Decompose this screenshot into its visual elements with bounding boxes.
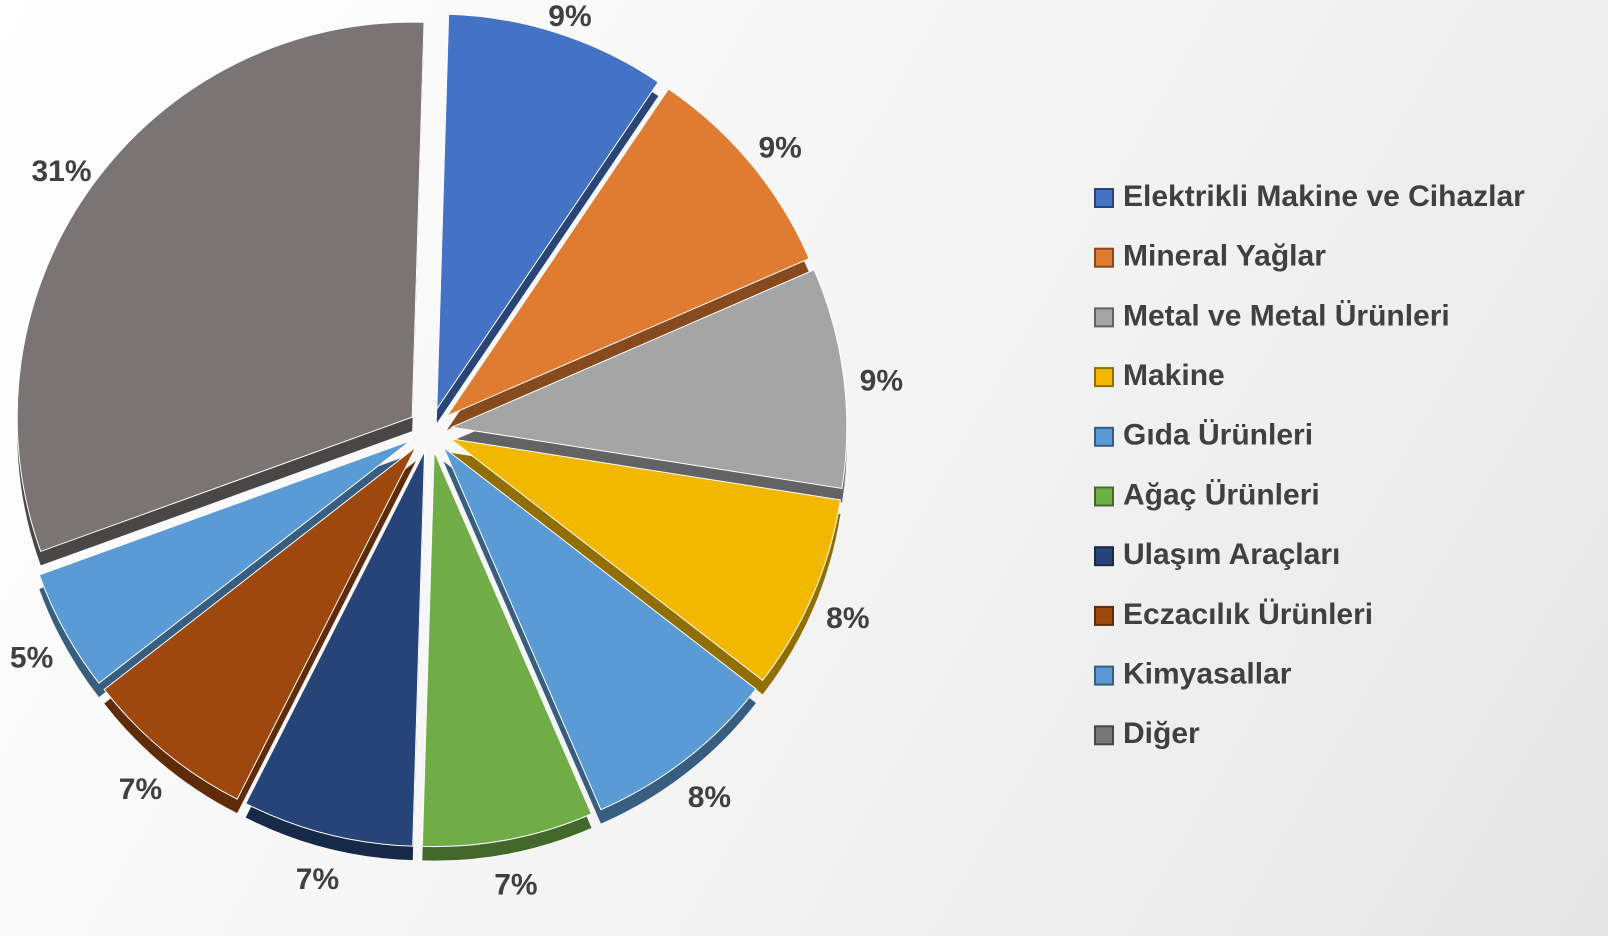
slice: [245, 451, 426, 847]
legend-label: Makine: [1123, 359, 1225, 392]
legend-label: Kimyasallar: [1123, 658, 1292, 691]
legend-swatch: [1094, 367, 1114, 388]
legend-label: Eczacılık Ürünleri: [1123, 598, 1373, 631]
legend-label: Elektrikli Makine ve Cihazlar: [1123, 180, 1525, 213]
slice: [38, 440, 412, 684]
slice: [421, 451, 593, 848]
data-label: 9%: [758, 131, 801, 164]
legend-label: Diğer: [1123, 717, 1200, 750]
legend-swatch: [1094, 247, 1114, 268]
legend-label: Ulaşım Araçları: [1123, 538, 1340, 571]
legend-label: Metal ve Metal Ürünleri: [1123, 299, 1450, 332]
data-label: 7%: [494, 869, 537, 902]
slice: [103, 446, 417, 800]
legend-swatch: [1094, 188, 1114, 208]
data-label: 7%: [119, 773, 162, 806]
slice: [16, 21, 425, 553]
data-label: 9%: [860, 364, 903, 397]
data-label: 31%: [31, 155, 91, 188]
legend-swatch: [1094, 307, 1114, 328]
slice: [449, 438, 841, 682]
legend-swatch: [1094, 486, 1114, 507]
legend-swatch: [1094, 605, 1114, 626]
slice: [436, 13, 660, 411]
data-label: 8%: [688, 781, 731, 814]
legend-swatch: [1094, 426, 1114, 447]
legend-swatch: [1094, 725, 1114, 746]
legend-swatch: [1094, 546, 1114, 567]
data-label: 9%: [548, 0, 591, 33]
slice: [450, 269, 848, 490]
data-label: 8%: [826, 602, 869, 635]
legend-label: Ağaç Ürünleri: [1123, 478, 1320, 511]
legend-swatch: [1094, 665, 1114, 686]
legend-label: Gıda Ürünleri: [1123, 419, 1313, 452]
slice: [445, 88, 810, 418]
legend-label: Mineral Yağlar: [1123, 240, 1326, 273]
slice: [443, 446, 757, 811]
data-label: 7%: [296, 863, 339, 896]
data-label: 5%: [10, 642, 53, 675]
